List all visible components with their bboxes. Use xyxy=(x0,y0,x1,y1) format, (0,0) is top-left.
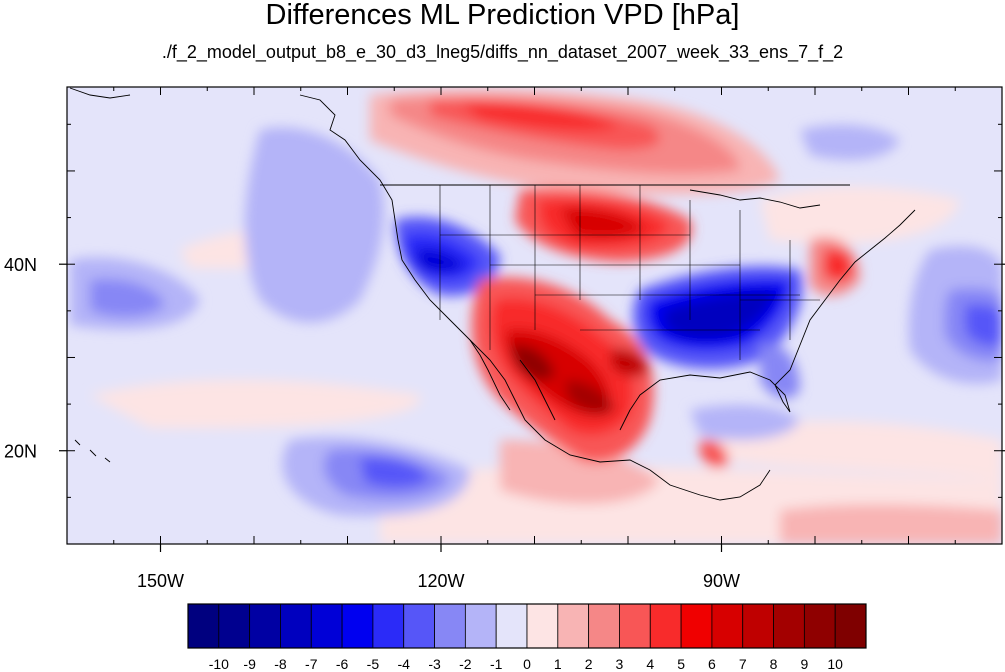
colorbar-swatch xyxy=(588,603,620,649)
colorbar-label: 8 xyxy=(770,656,778,672)
colorbar-swatch xyxy=(403,603,435,649)
colorbar-swatch xyxy=(742,603,774,649)
colorbar-label: -3 xyxy=(428,656,441,672)
colorbar: -10 -9 -8 -7 -6 -5 -4 -3 -2 -1 0 1 2 3 4 5 6 7 8 9 10 xyxy=(187,603,867,672)
colorbar-label: -4 xyxy=(398,656,411,672)
colorbar-label: -10 xyxy=(209,656,229,672)
colorbar-swatch xyxy=(218,603,251,649)
map-axes: 150W 120W 90W 40N 20N xyxy=(4,87,1005,591)
colorbar-swatch xyxy=(834,603,867,649)
colorbar-label: 2 xyxy=(585,656,593,672)
colorbar-label: 1 xyxy=(554,656,562,672)
difference-field xyxy=(70,88,1002,544)
colorbar-swatch xyxy=(619,603,651,649)
colorbar-swatch xyxy=(803,603,836,649)
colorbar-swatch xyxy=(711,603,744,649)
colorbar-label: 0 xyxy=(523,656,531,672)
colorbar-swatch xyxy=(495,603,528,649)
colorbar-swatch xyxy=(372,603,405,649)
lon-tick-label: 150W xyxy=(137,571,184,591)
colorbar-swatch xyxy=(557,603,590,649)
lat-tick-label: 40N xyxy=(4,255,37,275)
colorbar-label: 3 xyxy=(616,656,624,672)
state-boundaries xyxy=(439,185,820,360)
colorbar-swatch xyxy=(249,603,281,649)
colorbar-label: 4 xyxy=(646,656,654,672)
lat-tick-label: 20N xyxy=(4,442,37,462)
colorbar-swatch xyxy=(434,603,466,649)
colorbar-label: -8 xyxy=(274,656,287,672)
colorbar-swatch xyxy=(310,603,343,649)
colorbar-label: -1 xyxy=(490,656,503,672)
colorbar-swatch xyxy=(773,603,805,649)
colorbar-label: -7 xyxy=(305,656,318,672)
colorbar-label: 9 xyxy=(800,656,808,672)
colorbar-swatch xyxy=(680,603,713,649)
colorbar-label: 10 xyxy=(827,656,843,672)
colorbar-swatch xyxy=(187,603,220,649)
plot-subtitle: ./f_2_model_output_b8_e_30_d3_lneg5/diff… xyxy=(161,42,844,62)
colorbar-label: 5 xyxy=(677,656,685,672)
colorbar-label: -6 xyxy=(336,656,349,672)
colorbar-frame xyxy=(187,603,867,649)
colorbar-label: 6 xyxy=(708,656,716,672)
colorbar-label: 7 xyxy=(739,656,747,672)
lon-tick-label: 90W xyxy=(703,571,740,591)
plot-title: Differences ML Prediction VPD [hPa] xyxy=(265,0,740,31)
colorbar-swatch xyxy=(341,603,374,649)
colorbar-label: -9 xyxy=(243,656,256,672)
coastlines xyxy=(69,87,916,501)
lon-tick-label: 120W xyxy=(417,571,464,591)
colorbar-swatch xyxy=(464,603,497,649)
colorbar-label: -5 xyxy=(367,656,380,672)
colorbar-swatch xyxy=(649,603,682,649)
colorbar-swatch xyxy=(280,603,312,649)
colorbar-swatch xyxy=(526,603,559,649)
colorbar-label: -2 xyxy=(459,656,472,672)
